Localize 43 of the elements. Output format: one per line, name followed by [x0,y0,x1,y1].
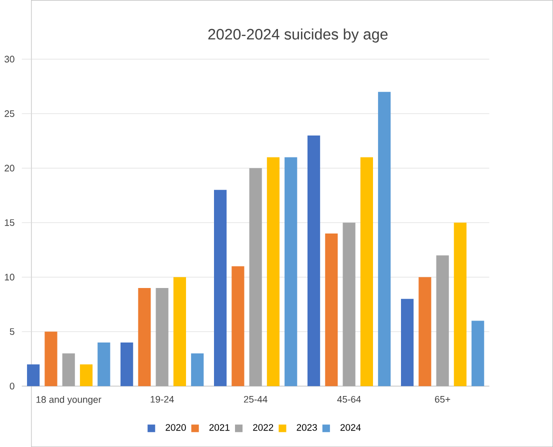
bar [232,266,244,386]
bar [249,168,262,386]
legend-label: 2022 [253,424,274,431]
bar [191,353,204,386]
bar [307,135,320,386]
bar [325,233,338,386]
bar [360,157,374,386]
legend-label: 2024 [340,424,361,431]
legend-label: 2023 [296,424,317,431]
y-tick-label: 10 [4,274,14,280]
bar [156,288,168,386]
y-tick-label: 0 [10,382,14,390]
bar [418,277,432,386]
x-tick-label: 65+ [435,396,450,403]
y-tick-label: 20 [4,164,14,172]
bar [138,288,151,386]
legend-label: 2020 [166,424,186,431]
y-tick-label: 5 [10,328,14,335]
bar [173,277,186,386]
bar [284,157,298,386]
bar [120,342,134,386]
x-tick-label: 25-44 [244,396,268,403]
y-tick-label: 15 [4,219,14,226]
x-tick-label: 45-64 [337,396,361,403]
bar [378,92,391,386]
bar [98,342,110,386]
bar [400,298,414,386]
bar [44,332,58,386]
x-tick-label: 19-24 [150,396,174,403]
chart-title: 2020-2024 suicides by age [208,28,388,42]
bar [454,222,466,386]
legend-label: 2021 [209,424,230,431]
bar [62,353,75,386]
bar [266,157,280,386]
bar [472,320,484,386]
y-tick-label: 25 [4,110,14,117]
x-tick-label: 18 and younger [36,396,102,405]
y-tick-label: 30 [4,56,14,62]
bar [27,364,40,386]
bar [342,222,356,386]
bar [214,190,227,386]
bar [80,364,93,386]
bar [436,255,449,386]
